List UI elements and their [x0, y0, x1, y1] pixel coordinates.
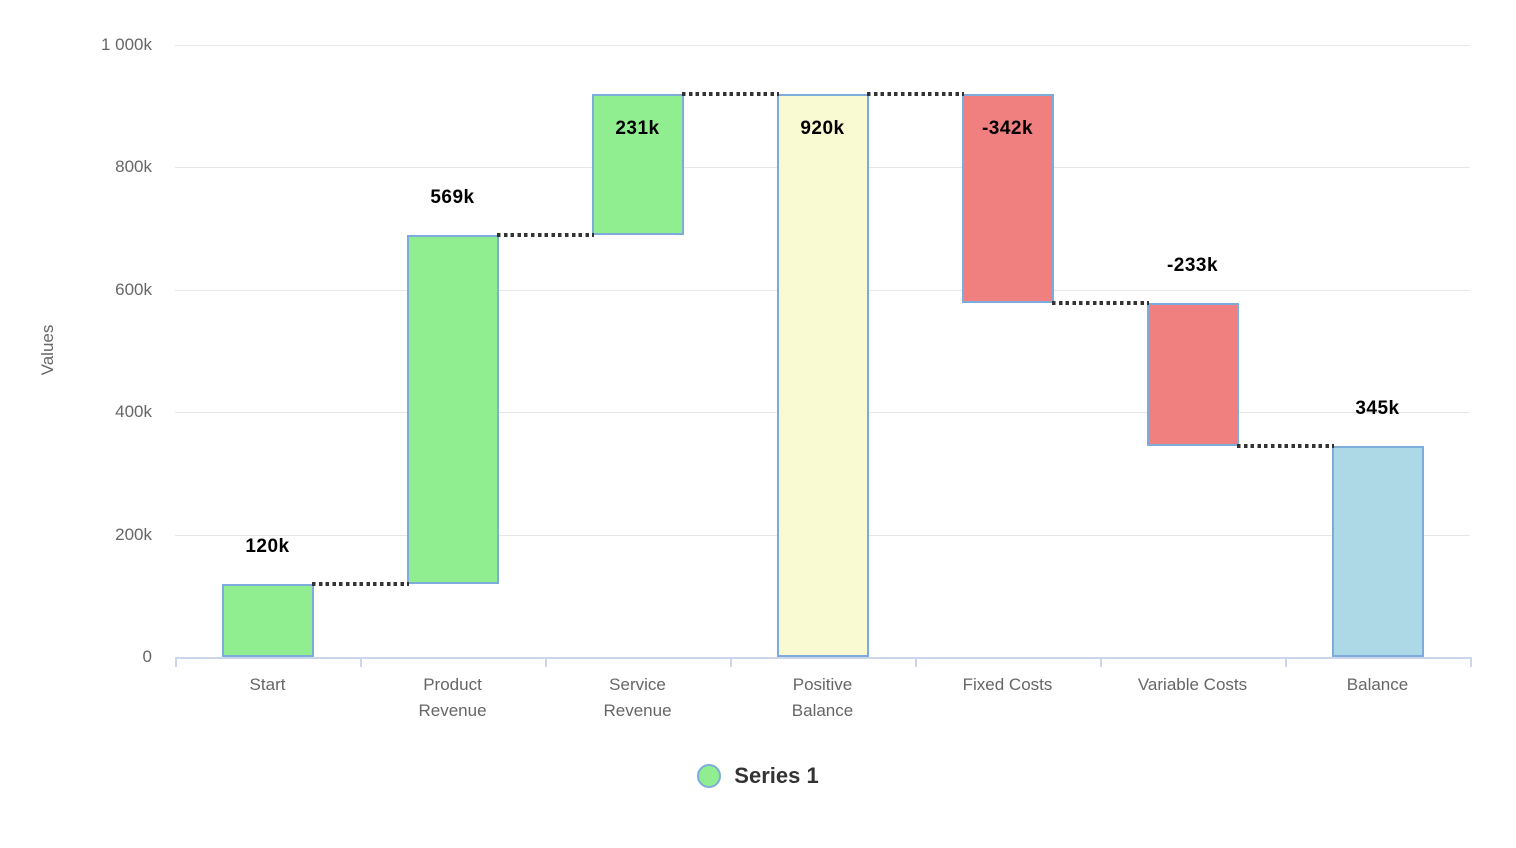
category-label-fixed-costs: Fixed Costs	[962, 675, 1053, 694]
y-axis-tick-label: 400k	[115, 402, 152, 422]
data-label-fixed-costs: -342k	[981, 117, 1034, 139]
x-axis-tick	[360, 659, 362, 667]
y-axis-tick-label: 1 000k	[100, 35, 152, 54]
connector-service-revenue-to-positive-balance	[681, 91, 779, 96]
bar-service-revenue[interactable]	[591, 93, 684, 236]
category-label-service-revenue: Service Revenue	[603, 675, 672, 720]
x-axis-tick	[730, 659, 732, 667]
y-axis-title: Values	[38, 324, 57, 376]
bar-variable-costs[interactable]	[1146, 303, 1239, 446]
connector-product-revenue-to-service-revenue	[496, 233, 594, 238]
data-label-start: 120k	[245, 535, 290, 557]
category-label-positive-balance: Positive Balance	[791, 675, 854, 720]
bar-positive-balance[interactable]	[776, 93, 869, 657]
data-label-product-revenue: 569k	[430, 187, 475, 209]
x-axis-tick	[175, 659, 177, 667]
x-axis-tick	[545, 659, 547, 667]
data-label-variable-costs: -233k	[1166, 255, 1219, 277]
connector-start-to-product-revenue	[311, 581, 409, 586]
x-axis-tick	[1100, 659, 1102, 667]
bar-product-revenue[interactable]	[406, 235, 499, 584]
y-axis-tick-label: 600k	[115, 279, 152, 299]
category-label-product-revenue: Product Revenue	[418, 675, 487, 720]
legend-series-label: Series 1	[734, 763, 819, 788]
x-axis-tick	[1470, 659, 1472, 667]
connector-variable-costs-to-balance	[1236, 443, 1334, 448]
data-label-balance: 345k	[1355, 397, 1400, 419]
bar-start[interactable]	[221, 583, 314, 657]
connector-fixed-costs-to-variable-costs	[1051, 301, 1149, 306]
x-axis-tick	[1285, 659, 1287, 667]
connector-positive-balance-to-fixed-costs	[866, 91, 964, 96]
y-axis-tick-label: 800k	[115, 157, 152, 177]
x-axis-line	[175, 657, 1472, 659]
legend[interactable]: Series 1	[0, 763, 1516, 789]
x-axis-tick	[915, 659, 917, 667]
category-label-balance: Balance	[1346, 675, 1409, 694]
y-axis-tick-label: 200k	[115, 524, 152, 544]
category-label-variable-costs: Variable Costs	[1137, 675, 1248, 694]
data-label-positive-balance: 920k	[800, 117, 845, 139]
bar-fixed-costs[interactable]	[961, 93, 1054, 304]
category-label-start: Start	[249, 675, 286, 694]
y-axis-tick-label: 0	[142, 647, 152, 666]
gridline	[175, 45, 1470, 46]
legend-marker-icon	[697, 764, 722, 788]
bar-balance[interactable]	[1331, 445, 1424, 657]
data-label-service-revenue: 231k	[615, 117, 660, 139]
